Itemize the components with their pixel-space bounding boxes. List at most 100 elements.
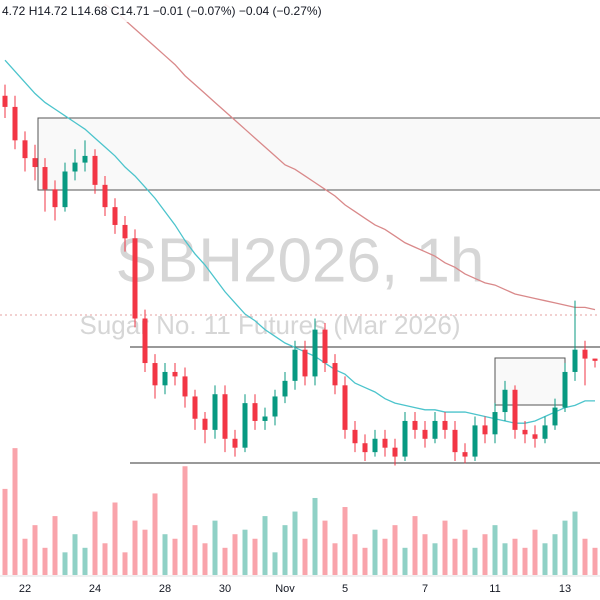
candle-body [352, 429, 358, 444]
volume-bar [362, 547, 368, 575]
volume-bar [252, 538, 258, 575]
candle-body [202, 418, 208, 430]
volume-bar [502, 543, 508, 575]
candle-body [332, 363, 338, 386]
candle-body [242, 403, 248, 448]
candle-body [192, 396, 198, 419]
volume-bar [222, 547, 228, 575]
volume-bar [102, 543, 108, 575]
volume-bar [392, 525, 398, 575]
volume-bar [12, 448, 18, 575]
volume-bar [562, 520, 568, 575]
volume-bar [242, 529, 248, 575]
volume-bar [2, 488, 8, 575]
x-tick-label: 7 [422, 583, 428, 595]
volume-bar [342, 507, 348, 575]
candle-body [532, 434, 538, 439]
volume-bar [232, 534, 238, 575]
candle-body [212, 394, 218, 430]
volume-bar [492, 525, 498, 575]
x-tick-label: 30 [219, 583, 231, 595]
candle-body [2, 95, 8, 107]
volume-bar [322, 520, 328, 575]
volume-bar [112, 502, 118, 575]
volume-bar [182, 466, 188, 575]
volume-bar [482, 534, 488, 575]
volume-bar [32, 525, 38, 575]
candle-body [592, 358, 598, 361]
volume-bar [142, 529, 148, 575]
volume-bar [432, 543, 438, 575]
watermark-title: SBH2026, 1h [116, 226, 485, 295]
volume-bar [372, 529, 378, 575]
candle-body [262, 416, 268, 421]
candle-body [32, 158, 38, 168]
candle-body [132, 238, 138, 319]
x-tick-label: 5 [342, 583, 348, 595]
volume-bar [132, 520, 138, 575]
volume-bar [412, 516, 418, 575]
candle-body [52, 189, 58, 208]
volume-bar [272, 552, 278, 575]
candle-body [562, 371, 568, 408]
ohlc-header: 4.72 H14.72 L14.68 C14.71 −0.01 (−0.07%)… [2, 4, 322, 18]
candle-body [302, 349, 308, 377]
volume-bar [442, 520, 448, 575]
candle-body [62, 171, 68, 208]
volume-bar [542, 543, 548, 575]
candle-body [442, 420, 448, 430]
volume-bar [42, 547, 48, 575]
volume-bar [262, 516, 268, 575]
range-box [37, 117, 600, 191]
volume-bar [532, 529, 538, 575]
candle-body [142, 318, 148, 364]
candle-body [152, 363, 158, 386]
x-tick-label: 13 [559, 583, 571, 595]
x-tick-label: 11 [489, 583, 500, 595]
volume-bar [302, 538, 308, 575]
volume-bar [192, 525, 198, 575]
candle-body [362, 443, 368, 453]
volume-bar [22, 538, 28, 575]
candle-body [382, 438, 388, 448]
candle-body [482, 425, 488, 435]
candle-body [162, 371, 168, 386]
volume-bar [92, 511, 98, 575]
candle-body [102, 184, 108, 208]
candle-body [372, 438, 378, 453]
volume-pane [2, 448, 598, 575]
candle-body [452, 429, 458, 453]
volume-bar [572, 511, 578, 575]
volume-bar [172, 538, 178, 575]
volume-bar [312, 497, 318, 575]
candle-body [122, 224, 128, 239]
candle-body [42, 167, 48, 190]
candle-body [402, 420, 408, 457]
candle-body [112, 207, 118, 225]
candle-body [392, 447, 398, 457]
candle-body [572, 349, 578, 372]
candle-body [542, 425, 548, 439]
candle-body [182, 376, 188, 397]
candle-body [222, 394, 228, 439]
header-band [0, 0, 600, 22]
candle-body [92, 155, 98, 185]
volume-bar [62, 552, 68, 575]
candle-body [282, 380, 288, 397]
volume-bar [72, 534, 78, 575]
x-tick-label: 24 [89, 583, 101, 595]
candle-body [432, 420, 438, 439]
candles [2, 84, 598, 466]
candle-body [512, 389, 518, 430]
volume-bar [382, 538, 388, 575]
candle-body [522, 429, 528, 435]
candle-body [342, 385, 348, 430]
volume-bar [422, 534, 428, 575]
x-tick-label: 22 [19, 583, 31, 595]
candle-body [582, 349, 588, 359]
candle-body [472, 425, 478, 457]
candle-body [492, 412, 498, 435]
candle-body [72, 162, 78, 172]
